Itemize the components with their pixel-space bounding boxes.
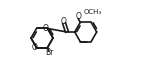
Text: O: O [75,12,81,21]
Text: O: O [61,16,67,26]
Text: Br: Br [45,48,54,57]
Text: O: O [43,24,49,33]
Text: OCH₃: OCH₃ [83,9,101,15]
Text: O: O [32,43,38,52]
